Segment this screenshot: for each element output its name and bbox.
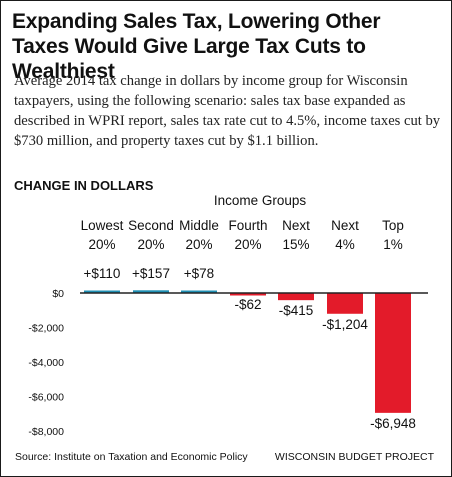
data-label: -$6,948 xyxy=(370,416,416,431)
bar xyxy=(84,290,120,293)
y-tick-label: -$8,000 xyxy=(28,426,64,438)
data-label: +$110 xyxy=(84,266,121,281)
category-label: 20% xyxy=(88,237,115,252)
section-label: CHANGE IN DOLLARS xyxy=(14,178,154,193)
chart-subtitle: Average 2014 tax change in dollars by in… xyxy=(14,73,441,149)
bar xyxy=(133,290,169,293)
bar xyxy=(375,293,411,413)
bar xyxy=(181,290,217,293)
y-tick-label: -$4,000 xyxy=(28,357,64,369)
data-label: +$78 xyxy=(184,266,214,281)
source-note: Source: Institute on Taxation and Econom… xyxy=(15,451,248,463)
category-label: 1% xyxy=(383,237,403,252)
data-label: -$62 xyxy=(234,297,261,312)
category-label: 20% xyxy=(234,237,261,252)
category-label: Fourth xyxy=(228,218,267,233)
category-label: Middle xyxy=(179,218,219,233)
group-title: Income Groups xyxy=(214,193,307,208)
category-label: Next xyxy=(331,218,359,233)
y-tick-label: $0 xyxy=(52,288,64,300)
bar xyxy=(278,293,314,301)
credit-label: WISCONSIN BUDGET PROJECT xyxy=(274,451,434,463)
bar xyxy=(230,293,266,296)
category-label: Second xyxy=(128,218,174,233)
data-label: +$157 xyxy=(132,266,170,281)
y-tick-label: -$6,000 xyxy=(28,392,64,404)
category-label: Top xyxy=(382,218,404,233)
bar xyxy=(327,293,363,314)
chart-title: Expanding Sales Tax, Lowering Other Taxe… xyxy=(12,10,381,83)
y-tick-label: -$2,000 xyxy=(28,323,64,335)
category-label: 15% xyxy=(282,237,309,252)
data-label: -$415 xyxy=(279,303,314,318)
category-label: Lowest xyxy=(81,218,124,233)
category-label: 20% xyxy=(185,237,212,252)
category-label: 20% xyxy=(137,237,164,252)
category-label: Next xyxy=(282,218,310,233)
data-label: -$1,204 xyxy=(322,317,368,332)
category-label: 4% xyxy=(335,237,355,252)
